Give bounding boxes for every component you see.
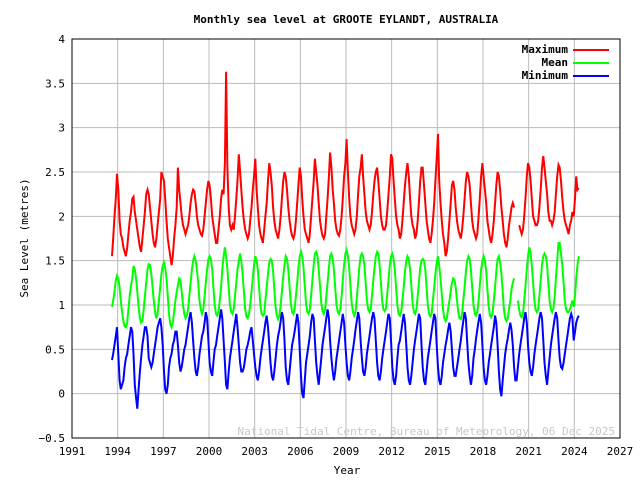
grid — [72, 39, 620, 438]
y-tick-label: 1.5 — [45, 255, 65, 268]
x-axis-label: Year — [334, 464, 361, 477]
y-tick-label: 2 — [58, 210, 65, 223]
series-line-minimum — [111, 309, 580, 409]
y-tick-label: 1 — [58, 299, 65, 312]
y-tick-labels: −0.5 0 0.5 1 1.5 2 2.5 3 3.5 4 — [39, 33, 66, 445]
y-tick-label: 2.5 — [45, 166, 65, 179]
x-tick-label: 2024 — [561, 445, 588, 458]
footer-credit: National Tidal Centre, Bureau of Meteoro… — [238, 425, 616, 438]
legend-label-maximum: Maximum — [522, 43, 569, 56]
y-tick-label: 3.5 — [45, 77, 65, 90]
x-tick-label: 2015 — [424, 445, 451, 458]
x-tick-labels: 1991 1994 1997 2000 2003 2006 2009 2012 2015 2018… — [59, 445, 634, 458]
y-tick-label: 4 — [58, 33, 65, 46]
series-lines — [111, 71, 580, 409]
y-axis-label: Sea Level (metres) — [18, 178, 31, 297]
y-tick-label: 0 — [58, 388, 65, 401]
x-tick-label: 2009 — [333, 445, 360, 458]
x-tick-label: 2012 — [378, 445, 405, 458]
plot-frame — [71, 38, 621, 439]
x-tick-label: 2018 — [470, 445, 497, 458]
legend-label-minimum: Minimum — [522, 69, 569, 82]
y-tick-label: −0.5 — [39, 432, 66, 445]
x-tick-label: 2003 — [241, 445, 268, 458]
series-line-maximum — [111, 71, 580, 266]
series-line-mean — [111, 241, 580, 331]
x-tick-label: 2006 — [287, 445, 314, 458]
y-tick-label: 3 — [58, 122, 65, 135]
y-tick-label: 0.5 — [45, 343, 65, 356]
chart-title: Monthly sea level at GROOTE EYLANDT, AUS… — [194, 13, 499, 26]
x-tick-label: 1994 — [104, 445, 131, 458]
x-tick-label: 1991 — [59, 445, 86, 458]
legend-label-mean: Mean — [542, 56, 569, 69]
x-tick-label: 2027 — [607, 445, 634, 458]
x-tick-label: 1997 — [150, 445, 177, 458]
x-tick-label: 2000 — [196, 445, 223, 458]
x-tick-label: 2021 — [515, 445, 542, 458]
